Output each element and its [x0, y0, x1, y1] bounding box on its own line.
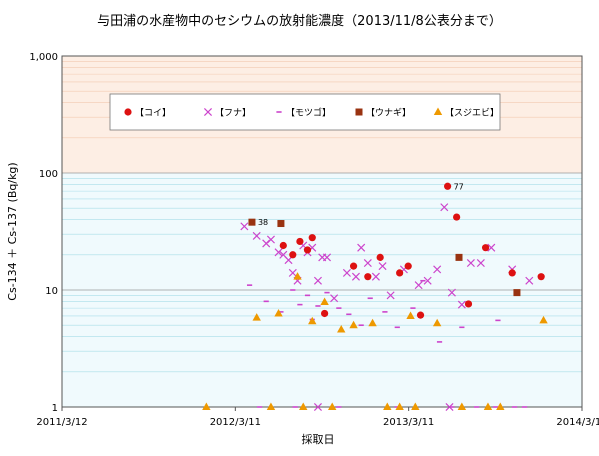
data-point	[404, 262, 412, 270]
y-tick-label: 10	[45, 286, 58, 297]
data-point	[321, 309, 329, 318]
data-point	[513, 289, 521, 297]
data-point	[293, 272, 302, 280]
data-point	[274, 308, 283, 317]
data-point	[396, 269, 404, 277]
y-axis-title: Cs-134 ＋ Cs-137 (Bq/kg)	[6, 162, 19, 300]
data-point	[303, 246, 312, 254]
data-point	[416, 311, 425, 319]
y-tick-label: 1	[52, 403, 58, 414]
legend-label: 【モツゴ】	[286, 107, 331, 119]
data-point	[476, 259, 485, 268]
data-point	[308, 316, 317, 325]
legend-marker	[203, 107, 213, 117]
data-point	[440, 203, 449, 212]
data-point	[349, 320, 358, 329]
data-point	[383, 402, 392, 410]
data-point	[453, 213, 461, 221]
data-point	[376, 253, 384, 261]
data-point	[289, 251, 297, 259]
legend-marker	[124, 108, 132, 116]
legend-marker	[433, 107, 443, 115]
data-point	[433, 265, 442, 274]
legend-box	[109, 93, 501, 131]
legend-label: 【コイ】	[135, 108, 171, 119]
data-point	[457, 402, 467, 410]
data-point	[313, 276, 322, 285]
data-point	[277, 220, 285, 228]
data-point	[447, 288, 456, 297]
data-point	[386, 291, 395, 300]
data-point	[466, 259, 475, 268]
data-point	[351, 272, 360, 281]
data-point	[279, 241, 287, 250]
data-point	[457, 300, 466, 309]
x-axis-title: 採取日	[302, 432, 335, 446]
data-point	[411, 402, 420, 410]
x-tick-label: 2012/3/11	[210, 417, 261, 428]
data-point	[483, 402, 493, 410]
data-point	[296, 237, 304, 246]
data-label: 77	[454, 182, 464, 191]
data-point	[252, 313, 261, 321]
data-point	[368, 318, 377, 327]
data-point	[299, 402, 308, 410]
x-tick-label: 2014/3/11	[556, 417, 599, 428]
data-point	[371, 272, 380, 281]
data-point	[444, 182, 452, 190]
data-point	[406, 311, 415, 319]
plot-border	[61, 55, 583, 408]
data-point	[423, 276, 432, 285]
data-point	[266, 402, 276, 410]
data-point	[252, 231, 261, 240]
data-point	[266, 235, 275, 244]
data-point	[508, 269, 516, 277]
data-point	[330, 294, 339, 303]
data-point	[320, 297, 329, 305]
y-tick-label: 1,000	[29, 52, 58, 63]
chart-title: 与田浦の水産物中のセシウムの放射能濃度（2013/11/8公表分まで）	[97, 14, 502, 29]
data-point	[455, 253, 463, 261]
data-point	[464, 300, 473, 308]
legend-label: 【ウナギ】	[366, 108, 411, 119]
data-point	[308, 234, 316, 242]
x-tick-label: 2013/3/11	[383, 417, 434, 428]
data-point	[481, 244, 490, 252]
data-point	[240, 222, 249, 231]
data-point	[337, 324, 346, 333]
data-point	[288, 268, 297, 277]
data-point	[414, 281, 423, 290]
data-point	[487, 243, 496, 252]
data-point	[496, 402, 505, 410]
data-point	[328, 402, 337, 410]
legend-marker	[355, 108, 363, 116]
data-point	[202, 402, 211, 410]
data-point	[357, 243, 366, 252]
data-point	[322, 253, 332, 262]
legend-label: 【スジエビ】	[445, 108, 499, 119]
y-tick-label: 100	[39, 169, 58, 180]
data-point	[364, 273, 372, 281]
data-point	[432, 318, 442, 327]
data-point	[313, 402, 322, 412]
data-point	[342, 268, 351, 277]
data-point	[349, 262, 358, 270]
data-point	[274, 248, 283, 257]
data-point	[378, 262, 387, 271]
data-point	[395, 402, 404, 410]
legend-label: 【フナ】	[215, 108, 251, 119]
data-point	[525, 276, 534, 285]
data-label: 38	[258, 218, 268, 227]
data-point	[363, 259, 372, 268]
x-tick-label: 2011/3/12	[36, 417, 87, 428]
data-point	[537, 273, 545, 281]
data-point	[539, 315, 548, 324]
data-point	[248, 218, 256, 226]
